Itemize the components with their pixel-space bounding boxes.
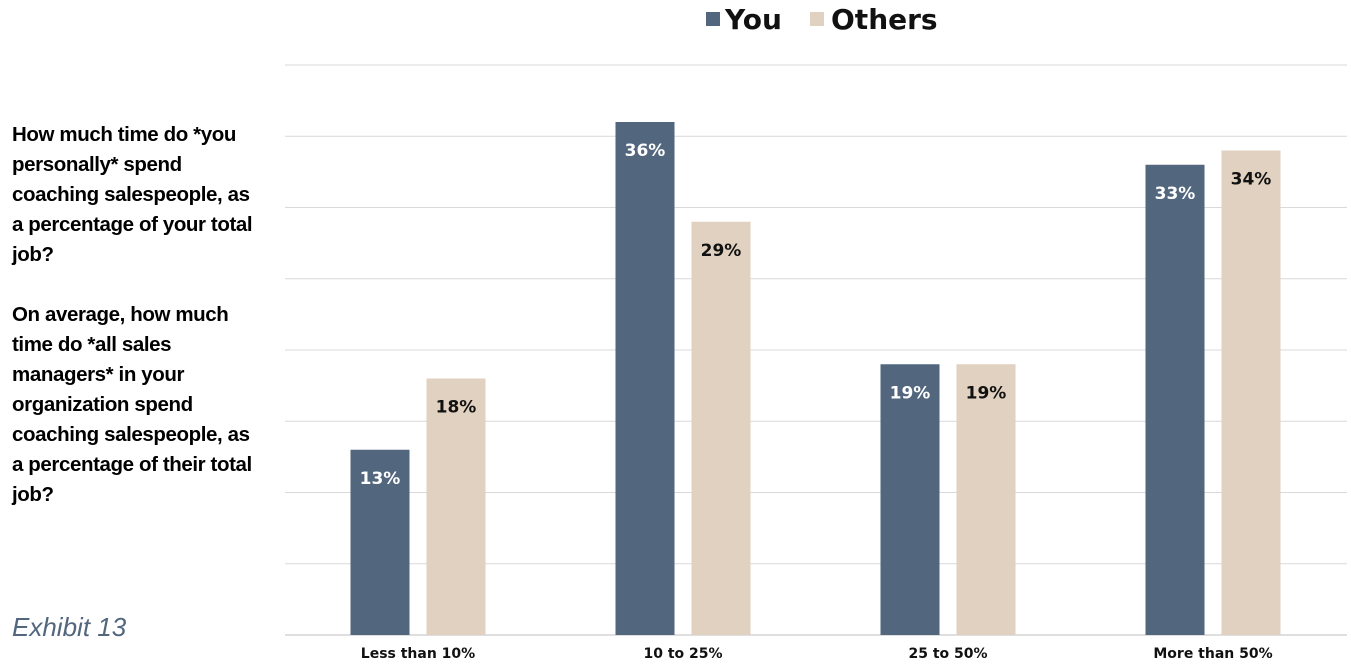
category-label-2: 10 to 25% bbox=[643, 646, 722, 662]
data-label-others-3: 19% bbox=[966, 383, 1007, 403]
data-label-others-2: 29% bbox=[701, 241, 742, 261]
bar-others-2 bbox=[691, 221, 751, 635]
bar-others-3 bbox=[956, 364, 1016, 635]
category-label-3: 25 to 50% bbox=[908, 646, 987, 662]
exhibit-label: Exhibit 13 bbox=[12, 612, 127, 642]
question-text-block: How much time do *you personally* spend … bbox=[12, 120, 262, 510]
category-label-1: Less than 10% bbox=[361, 646, 475, 662]
chart-legend: You Others bbox=[706, 3, 938, 36]
data-label-you-4: 33% bbox=[1155, 184, 1196, 204]
bar-you-2 bbox=[615, 122, 675, 635]
data-label-others-1: 18% bbox=[436, 398, 477, 418]
legend-label-you: You bbox=[724, 3, 782, 36]
category-label-4: More than 50% bbox=[1153, 646, 1272, 662]
bar-others-1 bbox=[426, 378, 486, 635]
bar-you-1 bbox=[350, 449, 410, 635]
bar-others-4 bbox=[1221, 150, 1281, 635]
legend-swatch-others bbox=[810, 12, 824, 26]
data-label-others-4: 34% bbox=[1231, 170, 1272, 190]
data-label-you-2: 36% bbox=[625, 141, 666, 161]
question-all-sales-managers: On average, how much time do *all sales … bbox=[12, 303, 252, 506]
chart-category-labels: Less than 10% 10 to 25% 25 to 50% More than… bbox=[361, 646, 1273, 662]
bar-you-4 bbox=[1145, 164, 1205, 635]
legend-swatch-you bbox=[706, 12, 720, 26]
legend-label-others: Others bbox=[831, 3, 938, 36]
data-label-you-1: 13% bbox=[360, 469, 401, 489]
question-you-personally: How much time do *you personally* spend … bbox=[12, 123, 253, 266]
chart-bars: 13% 18% 36% 29% 19% 19% 33% 34% bbox=[350, 122, 1281, 635]
bar-you-3 bbox=[880, 364, 940, 635]
data-label-you-3: 19% bbox=[890, 383, 931, 403]
